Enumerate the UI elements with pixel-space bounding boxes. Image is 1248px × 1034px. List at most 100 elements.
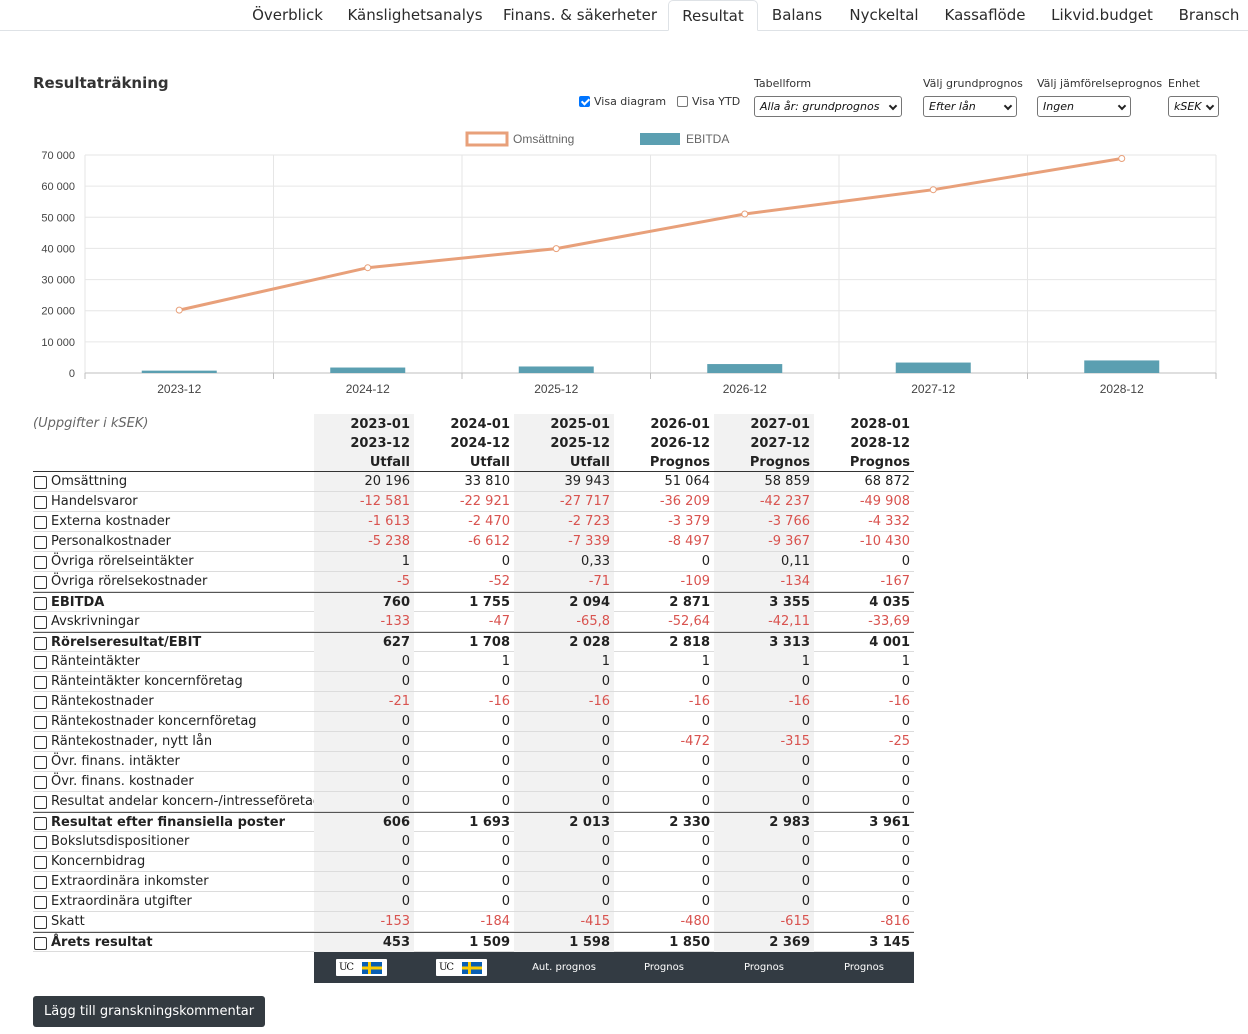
row-checkbox[interactable] — [34, 716, 47, 729]
row-label: Koncernbidrag — [51, 854, 146, 869]
x-tick-label: 2026-12 — [723, 382, 767, 396]
tab-cashflow[interactable]: Kassaflöde — [944, 6, 1026, 24]
row-label: Omsättning — [51, 474, 128, 489]
checkbox-unchecked-icon[interactable] — [677, 96, 688, 107]
tab-liquidity-budget[interactable]: Likvid.budget — [1051, 6, 1153, 24]
row-checkbox[interactable] — [34, 656, 47, 669]
tab-result[interactable]: Resultat — [668, 0, 758, 31]
ebitda-bar — [141, 370, 217, 373]
table-form-select[interactable]: Alla år: grundprognos — [754, 96, 902, 117]
swedish-flag-icon — [362, 962, 382, 974]
table-cell: -25 — [888, 734, 910, 749]
checkbox-checked-icon[interactable] — [579, 96, 590, 107]
column-header-start: 2023-01 — [350, 417, 410, 432]
row-checkbox[interactable] — [34, 836, 47, 849]
row-checkbox[interactable] — [34, 756, 47, 769]
tab-finance[interactable]: Finans. & säkerheter — [502, 6, 658, 24]
column-footer-label: Prognos — [644, 962, 684, 973]
row-label: Årets resultat — [51, 935, 153, 950]
tab-sensitivity[interactable]: Känslighetsanalys — [347, 6, 483, 24]
row-checkbox[interactable] — [34, 556, 47, 569]
table-cell: -3 379 — [668, 514, 710, 529]
table-cell: 627 — [314, 633, 414, 652]
table-row: Koncernbidrag 0 0 0 0 0 0 — [33, 852, 914, 872]
table-cell: 0 — [701, 674, 710, 689]
add-comment-button[interactable]: Lägg till granskningskommentar — [33, 996, 266, 1027]
row-checkbox[interactable] — [34, 856, 47, 869]
column-header-start: 2025-01 — [550, 417, 610, 432]
table-cell: -42,11 — [714, 612, 814, 631]
table-cell: 0 — [514, 672, 614, 691]
row-checkbox[interactable] — [34, 876, 47, 889]
column-footer: Prognos — [614, 952, 714, 983]
show-chart-label: Visa diagram — [594, 95, 667, 108]
table-cell: 0 — [314, 892, 414, 911]
row-checkbox[interactable] — [34, 676, 47, 689]
row-checkbox[interactable] — [34, 776, 47, 789]
tab-overview[interactable]: Överblick — [252, 6, 323, 24]
table-cell: 1 755 — [469, 595, 510, 610]
row-checkbox[interactable] — [34, 616, 47, 629]
table-cell: 0 — [314, 652, 414, 671]
table-cell: 58 859 — [714, 472, 814, 491]
table-cell: 0 — [501, 554, 510, 569]
table-cell: 0 — [514, 872, 614, 891]
table-cell: -10 430 — [859, 534, 910, 549]
row-checkbox[interactable] — [34, 637, 47, 650]
show-ytd-checkbox[interactable]: Visa YTD — [677, 95, 740, 108]
x-tick-label: 2027-12 — [911, 382, 955, 396]
table-cell: -65,8 — [514, 612, 614, 631]
table-row: Räntekostnader koncernföretag 0 0 0 0 0 0 — [33, 712, 914, 732]
table-cell: -109 — [680, 574, 710, 589]
table-cell: -42 237 — [714, 492, 814, 511]
column-header-end: 2026-12 — [650, 436, 710, 451]
row-label: Övriga rörelsekostnader — [51, 574, 208, 589]
row-checkbox[interactable] — [34, 736, 47, 749]
table-cell: 1 509 — [469, 935, 510, 950]
table-cell: -472 — [680, 734, 710, 749]
row-checkbox[interactable] — [34, 696, 47, 709]
omsattning-point — [364, 264, 372, 272]
ebitda-bar — [330, 367, 406, 373]
tab-key-figures[interactable]: Nyckeltal — [849, 6, 919, 24]
row-checkbox[interactable] — [34, 576, 47, 589]
row-checkbox[interactable] — [34, 496, 47, 509]
table-cell: 1 708 — [469, 635, 510, 650]
table-cell: 0 — [501, 774, 510, 789]
row-checkbox[interactable] — [34, 597, 47, 610]
table-cell: 0 — [501, 674, 510, 689]
row-checkbox[interactable] — [34, 796, 47, 809]
omsattning-line — [178, 157, 1122, 312]
table-cell: 0 — [514, 712, 614, 731]
tab-industry[interactable]: Bransch — [1178, 6, 1240, 24]
table-cell: 0 — [314, 832, 414, 851]
row-checkbox[interactable] — [34, 916, 47, 929]
base-forecast-select[interactable]: Efter lån — [923, 96, 1017, 117]
row-checkbox[interactable] — [34, 896, 47, 909]
uc-logo-badge[interactable]: UC — [336, 959, 387, 976]
legend-label-ebitda: EBITDA — [686, 132, 729, 146]
compare-forecast-select[interactable]: Ingen — [1037, 96, 1131, 117]
uc-logo-badge[interactable]: UC — [436, 959, 487, 976]
table-cell: -7 339 — [514, 532, 614, 551]
row-checkbox[interactable] — [34, 476, 47, 489]
table-cell: 0 — [514, 892, 614, 911]
row-checkbox[interactable] — [34, 536, 47, 549]
table-cell: 0 — [514, 772, 614, 791]
uc-logo: UC — [339, 962, 354, 973]
row-checkbox[interactable] — [34, 516, 47, 529]
show-chart-checkbox[interactable]: Visa diagram — [579, 95, 666, 108]
row-checkbox[interactable] — [34, 817, 47, 830]
table-cell: 0 — [901, 794, 910, 809]
table-cell: 0 — [514, 752, 614, 771]
table-cell: 2 871 — [669, 595, 710, 610]
column-footer-label: Prognos — [744, 962, 784, 973]
column-footer: Prognos — [714, 952, 814, 983]
unit-select[interactable]: kSEK — [1168, 96, 1219, 117]
row-checkbox[interactable] — [34, 937, 47, 950]
column-header-end: 2028-12 — [850, 436, 910, 451]
show-ytd-label: Visa YTD — [692, 95, 741, 108]
tab-balance[interactable]: Balans — [771, 6, 823, 24]
column-header-type: Utfall — [569, 455, 610, 470]
table-cell: 0 — [501, 894, 510, 909]
